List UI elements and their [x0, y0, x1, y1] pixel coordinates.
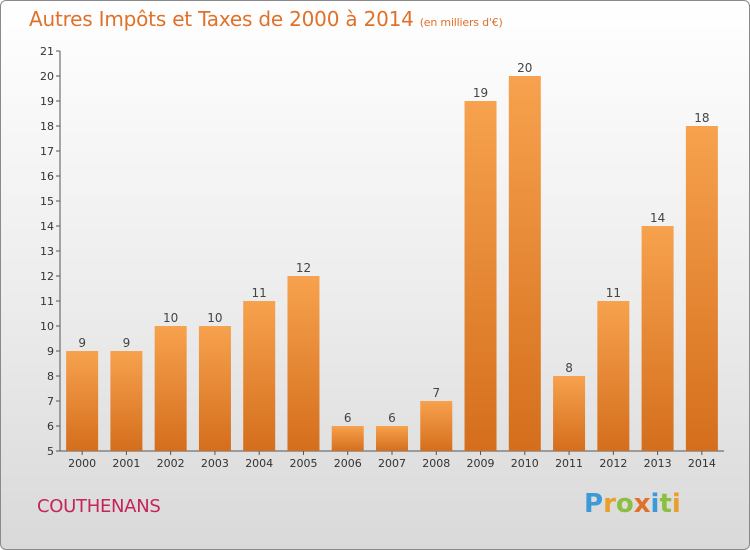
bar — [641, 226, 674, 451]
bar — [243, 301, 276, 451]
x-tick-label: 2014 — [688, 457, 716, 470]
y-tick-label: 16 — [40, 170, 54, 183]
bar — [553, 376, 586, 451]
bar — [597, 301, 630, 451]
logo-letter: r — [603, 489, 616, 519]
y-tick-label: 19 — [40, 95, 54, 108]
data-label: 9 — [78, 336, 86, 350]
data-label: 10 — [163, 311, 178, 325]
bars — [66, 76, 718, 451]
bar — [110, 351, 143, 451]
data-label: 18 — [694, 111, 709, 125]
x-tick-label: 2010 — [511, 457, 539, 470]
data-label: 11 — [252, 286, 267, 300]
y-tick-label: 12 — [40, 270, 54, 283]
chart-title-text: Autres Impôts et Taxes de 2000 à 2014 — [29, 7, 414, 31]
y-tick-label: 13 — [40, 245, 54, 258]
axes: 5 6 7 8 9 10 11 12 13 14 15 16 17 18 19 20 21 2000 2001 200… — [40, 45, 724, 470]
x-tick-label: 2008 — [422, 457, 450, 470]
y-tick-label: 15 — [40, 195, 54, 208]
y-tick-label: 18 — [40, 120, 54, 133]
x-tick-label: 2006 — [334, 457, 362, 470]
commune-name: COUTHENANS — [37, 496, 161, 517]
data-label: 6 — [344, 411, 352, 425]
bar — [376, 426, 408, 451]
bar — [685, 126, 718, 451]
data-label: 19 — [473, 86, 488, 100]
x-tick-label: 2002 — [157, 457, 185, 470]
x-tick-label: 2004 — [245, 457, 273, 470]
bar — [198, 326, 231, 451]
chart-title: Autres Impôts et Taxes de 2000 à 2014 (en… — [29, 7, 503, 31]
y-tick-label: 21 — [40, 45, 54, 58]
bar — [287, 276, 320, 451]
chart-subtitle: (en milliers d'€) — [419, 16, 503, 29]
logo-letter: t — [659, 489, 672, 519]
bar — [508, 76, 541, 451]
y-tick-label: 17 — [40, 145, 54, 158]
y-tick-label: 9 — [47, 345, 54, 358]
logo-letter: i — [671, 489, 681, 519]
bar — [331, 426, 364, 451]
x-tick-label: 2009 — [467, 457, 495, 470]
data-label: 8 — [565, 361, 573, 375]
data-label: 12 — [296, 261, 311, 275]
y-tick-label: 7 — [47, 395, 54, 408]
data-label: 11 — [606, 286, 621, 300]
logo-letter: o — [615, 489, 634, 519]
x-tick-label: 2001 — [112, 457, 140, 470]
y-tick-label: 6 — [47, 420, 54, 433]
x-tick-label: 2000 — [68, 457, 96, 470]
x-tick-label: 2005 — [289, 457, 317, 470]
y-tick-label: 8 — [47, 370, 54, 383]
x-tick-label: 2007 — [378, 457, 406, 470]
bar — [154, 326, 187, 451]
data-label: 14 — [650, 211, 665, 225]
x-tick-label: 2013 — [644, 457, 672, 470]
data-label: 10 — [207, 311, 222, 325]
y-tick-label: 5 — [47, 445, 54, 458]
value-labels: 9 9 10 10 11 12 6 6 7 19 20 8 11 14 18 — [78, 61, 709, 425]
logo-letter: i — [650, 489, 660, 519]
bar — [420, 401, 453, 451]
y-tick-label: 10 — [40, 320, 54, 333]
x-tick-label: 2003 — [201, 457, 229, 470]
logo-letter: x — [633, 489, 651, 519]
x-tick-label: 2011 — [555, 457, 583, 470]
data-label: 6 — [388, 411, 396, 425]
x-tick-label: 2012 — [599, 457, 627, 470]
y-tick-label: 14 — [40, 220, 54, 233]
logo-letter: P — [584, 489, 604, 519]
y-tick-label: 20 — [40, 70, 54, 83]
data-label: 9 — [123, 336, 131, 350]
data-label: 7 — [432, 386, 440, 400]
bar — [66, 351, 99, 451]
bar — [464, 101, 497, 451]
proxiti-logo[interactable]: Proxiti — [584, 489, 681, 519]
y-tick-label: 11 — [40, 295, 54, 308]
data-label: 20 — [517, 61, 532, 75]
